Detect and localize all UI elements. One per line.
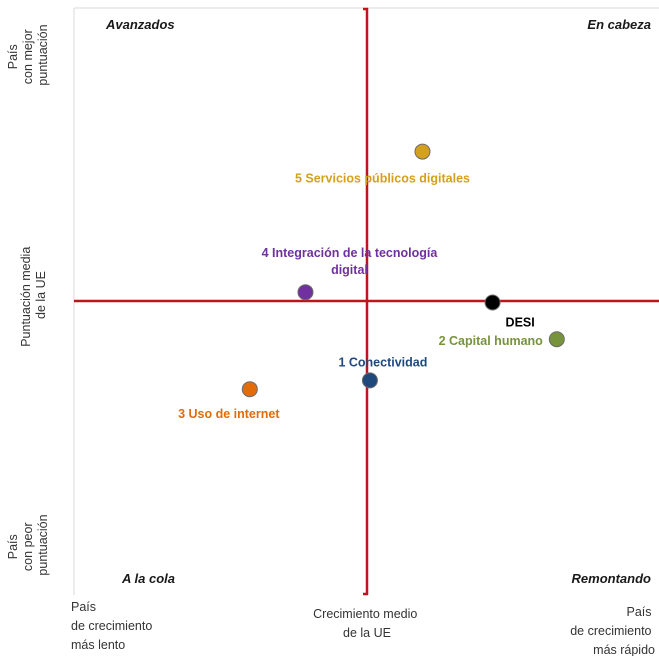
point-5-servicios-publicos-digitales [414,143,431,160]
x-axis-center-note: Crecimiento medio de la UE [313,607,421,640]
y-top-line-3: puntuación [36,24,50,85]
label-4-integracion-de-la-tecnologia-digital: 4 Integración de la tecnología digital [262,246,439,277]
label-3-uso-de-internet: 3 Uso de internet [178,407,280,421]
x-center-line-2: de la UE [343,626,391,640]
label-4-integracion-de-la-tecnologia-digital-line-1: 4 Integración de la tecnología [262,246,439,260]
y-bottom-line-3: puntuación [36,514,50,575]
label-2-capital-humano: 2 Capital humano [439,334,544,348]
quadrant-top-right-label: En cabeza [587,17,651,32]
label-desi-line-1: DESI [506,315,535,329]
point-1-conectividad [361,372,378,389]
x-axis-left-note: País de crecimiento más lento [71,600,156,652]
y-bottom-line-1: País [6,534,20,559]
x-left-line-1: País [71,600,96,614]
x-right-line-2: de crecimiento [570,624,651,638]
quadrant-bottom-left-label: A la cola [121,571,175,586]
y-top-line-2: con mejor [21,29,35,84]
y-center-line-2: de la UE [34,271,48,319]
y-axis-center-note: Puntuación media de la UE [19,243,48,347]
point-4-integracion-de-la-tecnologia-digital [297,284,314,301]
quadrant-top-left-label: Avanzados [105,17,175,32]
point-3-uso-de-internet [241,381,258,398]
x-left-line-3: más lento [71,638,125,652]
label-3-uso-de-internet-line-1: 3 Uso de internet [178,407,280,421]
label-2-capital-humano-line-1: 2 Capital humano [439,334,544,348]
x-right-line-1: País [627,605,652,619]
label-1-conectividad: 1 Conectividad [338,355,427,369]
quadrant-bottom-right-label: Remontando [572,571,652,586]
label-1-conectividad-line-1: 1 Conectividad [338,355,427,369]
y-axis-top-note: País con mejor puntuación [6,24,50,85]
label-5-servicios-publicos-digitales: 5 Servicios públicos digitales [295,172,470,186]
x-left-line-2: de crecimiento [71,619,152,633]
point-2-capital-humano [548,331,565,348]
y-center-line-1: Puntuación media [19,247,33,347]
x-center-line-1: Crecimiento medio [313,607,417,621]
y-top-line-1: País [6,44,20,69]
y-bottom-line-2: con peor [21,522,35,571]
label-5-servicios-publicos-digitales-line-1: 5 Servicios públicos digitales [295,172,470,186]
x-right-line-3: más rápido [593,643,655,656]
x-axis-right-note: País de crecimiento más rápido [570,605,655,656]
point-desi [484,294,501,311]
label-desi: DESI [506,315,535,329]
y-axis-bottom-note: País con peor puntuación [6,514,50,575]
data-points: 5 Servicios públicos digitales 4 Integrac… [178,143,565,421]
label-4-integracion-de-la-tecnologia-digital-line-2: digital [331,263,368,277]
